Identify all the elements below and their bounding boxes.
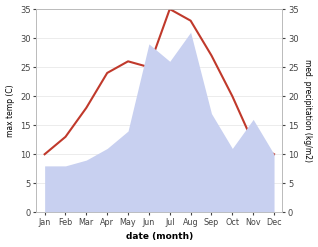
Y-axis label: max temp (C): max temp (C)	[5, 84, 15, 137]
Y-axis label: med. precipitation (kg/m2): med. precipitation (kg/m2)	[303, 59, 313, 162]
X-axis label: date (month): date (month)	[126, 232, 193, 242]
